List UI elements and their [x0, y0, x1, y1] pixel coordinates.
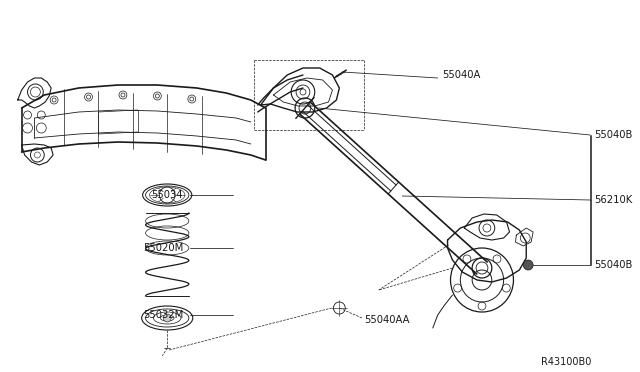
Text: 55040A: 55040A — [443, 70, 481, 80]
Ellipse shape — [143, 184, 192, 206]
Text: 55040B: 55040B — [594, 130, 632, 140]
Text: 55040B: 55040B — [594, 260, 632, 270]
Text: 55040AA: 55040AA — [364, 315, 410, 325]
Text: 56210K: 56210K — [594, 195, 632, 205]
Text: R43100B0: R43100B0 — [541, 357, 591, 367]
Text: 55032M: 55032M — [143, 310, 183, 320]
Circle shape — [524, 260, 533, 270]
Ellipse shape — [141, 306, 193, 330]
Text: 55020M: 55020M — [143, 243, 183, 253]
Text: 55034: 55034 — [152, 190, 183, 200]
Circle shape — [163, 314, 171, 322]
